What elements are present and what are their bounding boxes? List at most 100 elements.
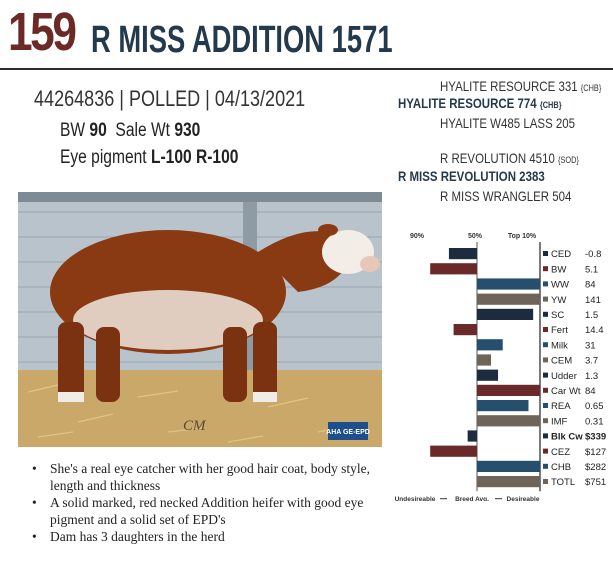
trait-value: 84	[585, 386, 596, 397]
bar-milk	[477, 339, 503, 351]
legend-marker	[543, 311, 548, 317]
trait-value: 1.3	[585, 371, 598, 382]
trait-label: Udder	[551, 371, 577, 382]
sale-wt-label: Sale Wt	[115, 120, 170, 141]
sire-sire-name: HYALITE RESOURCE 331	[440, 78, 578, 94]
trait-value: $751	[585, 477, 606, 488]
bar-yw	[477, 293, 540, 305]
legend-marker	[543, 479, 548, 484]
footer-label: Desireable	[507, 496, 540, 501]
footer-label: Undesireable	[395, 496, 436, 501]
legend-marker	[543, 327, 548, 332]
legend-marker	[543, 433, 548, 439]
legend-marker	[543, 251, 548, 256]
bar-totl	[477, 476, 540, 488]
eye-value: L-100 R-100	[150, 147, 239, 168]
trait-label: SC	[551, 310, 564, 321]
legend-marker	[543, 342, 548, 348]
trait-value: 1.5	[585, 310, 598, 321]
heifer-photo: AHA GE-EPD CM	[18, 192, 382, 447]
bar-car-wt	[477, 384, 540, 396]
pedigree-sire: HYALITE RESOURCE 774 {CHB}	[398, 95, 562, 111]
pedigree-sire-dam: HYALITE W485 LASS 205	[440, 115, 576, 131]
header-divider	[0, 68, 613, 70]
sire-sire-tag: {CHB}	[580, 83, 602, 93]
trait-label: CEM	[551, 356, 572, 367]
trait-value: 3.7	[585, 356, 598, 367]
legend-marker	[543, 448, 548, 454]
bar-bw	[430, 263, 477, 275]
trait-value: $282	[585, 462, 606, 473]
legend-marker	[543, 418, 548, 424]
trait-value: -0.8	[585, 249, 601, 260]
bar-chb	[477, 460, 540, 472]
trait-value: 141	[585, 295, 601, 306]
heifer-photo-illustration: AHA GE-EPD CM	[18, 192, 382, 447]
photographer-watermark: CM	[183, 418, 207, 434]
trait-label: TOTL	[551, 477, 575, 488]
bar-cez	[430, 445, 477, 457]
pedigree-sire-sire: HYALITE RESOURCE 331 {CHB}	[440, 78, 601, 94]
sire-name: HYALITE RESOURCE 774	[398, 95, 537, 111]
trait-label: YW	[551, 295, 566, 306]
list-item: Dam has 3 daughters in the herd	[30, 528, 380, 545]
bw-value: 90	[89, 120, 107, 141]
trait-value: 31	[585, 340, 596, 351]
trait-value: $127	[585, 447, 606, 458]
trait-value: $339	[585, 432, 606, 443]
scale-label: Top 10%	[508, 233, 537, 240]
eye-label: Eye pigment	[60, 147, 147, 168]
legend-marker	[543, 372, 548, 378]
bar-ced	[448, 248, 477, 260]
trait-value: 0.31	[585, 416, 604, 427]
list-item: A solid marked, red necked Addition heif…	[30, 494, 380, 528]
sale-wt-value: 930	[174, 120, 201, 141]
bar-fert	[453, 324, 477, 336]
bar-sc	[477, 308, 534, 320]
trait-label: Blk Cw	[551, 432, 583, 443]
legend-marker	[543, 403, 548, 408]
trait-label: Fert	[551, 325, 568, 336]
trait-value: 0.65	[585, 401, 604, 412]
trait-label: Car Wt	[551, 386, 581, 397]
legend-marker	[543, 296, 548, 302]
scale-label: 90%	[410, 233, 425, 240]
trait-label: REA	[551, 401, 571, 412]
birth-sale-weights: BW 90 Sale Wt 930	[60, 120, 200, 142]
trait-label: CED	[551, 249, 571, 260]
dam-sire-tag: {SOD}	[558, 155, 579, 165]
legend-marker	[543, 387, 548, 393]
pedigree-dam-dam: R MISS WRANGLER 504	[440, 188, 572, 204]
bar-imf	[477, 415, 540, 427]
bar-blk-cw	[467, 430, 477, 442]
pedigree-dam-sire: R REVOLUTION 4510 {SOD}	[440, 150, 579, 166]
trait-label: BW	[551, 264, 566, 275]
trait-value: 5.1	[585, 264, 598, 275]
epd-chart-svg: 90% 50% Top 10% CED -0.8 BW 5.1 WW 84 YW 141 SC 1.5 F…	[395, 233, 607, 503]
trait-label: CHB	[551, 462, 571, 473]
highlights-list: She's a real eye catcher with her good h…	[30, 460, 380, 545]
trait-label: IMF	[551, 416, 568, 427]
legend-marker	[543, 463, 548, 469]
dam-sire-name: R REVOLUTION 4510	[440, 150, 555, 166]
bar-udder	[477, 369, 499, 381]
bar-cem	[477, 354, 492, 366]
list-item: She's a real eye catcher with her good h…	[30, 460, 380, 494]
trait-label: WW	[551, 280, 569, 291]
trait-label: CEZ	[551, 447, 570, 458]
animal-name: R MISS ADDITION 1571	[91, 19, 393, 61]
legend-marker	[543, 357, 548, 363]
trait-value: 84	[585, 280, 596, 291]
epd-chart: 90% 50% Top 10% CED -0.8 BW 5.1 WW 84 YW 141 SC 1.5 F…	[395, 226, 610, 503]
registration-line: 44264836 | POLLED | 04/13/2021	[34, 86, 306, 111]
pedigree-dam: R MISS REVOLUTION 2383	[398, 168, 545, 184]
lot-number: 159	[8, 2, 77, 62]
bar-ww	[477, 278, 540, 290]
scale-label: 50%	[468, 233, 483, 240]
trait-label: Milk	[551, 340, 568, 351]
trait-value: 14.4	[585, 325, 604, 336]
legend-marker	[543, 266, 548, 272]
bar-rea	[477, 400, 529, 412]
breed-badge: AHA GE-EPD	[326, 429, 370, 436]
eye-pigment: Eye pigment L-100 R-100	[60, 147, 238, 169]
